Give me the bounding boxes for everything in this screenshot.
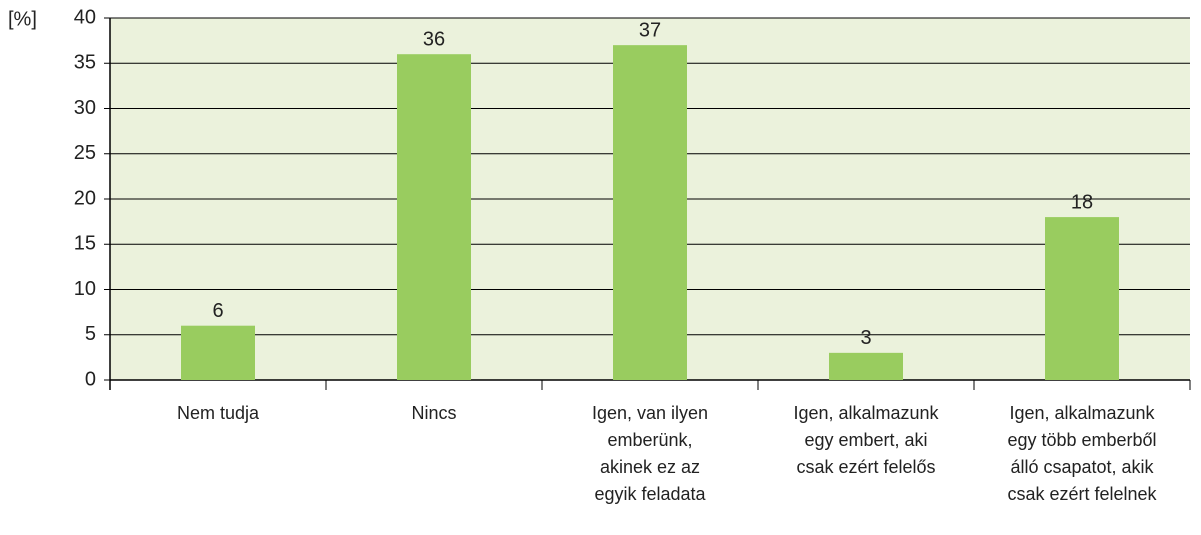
bar — [1045, 217, 1119, 380]
y-tick-label: 35 — [74, 52, 96, 74]
y-tick-label: 10 — [74, 278, 96, 300]
bar — [829, 352, 903, 380]
value-label: 37 — [639, 19, 661, 41]
y-tick-label: 25 — [74, 142, 96, 164]
x-tick-label: Igen, van ilyen emberünk, akinek ez az egyi… — [592, 403, 708, 504]
x-tick-label: Igen, alkalmazunk egy több emberből álló c… — [1007, 403, 1157, 504]
x-tick-label: Nincs — [411, 403, 456, 423]
y-tick-label: 5 — [85, 323, 96, 345]
y-tick-label: 40 — [74, 6, 96, 28]
x-tick-label: Nem tudja — [177, 403, 260, 423]
bar — [181, 325, 255, 380]
y-axis-label: [%] — [8, 8, 37, 30]
y-tick-label: 0 — [85, 368, 96, 390]
x-tick-label: Igen, alkalmazunk egy embert, aki csak ezé… — [793, 403, 939, 477]
bar — [613, 45, 687, 381]
bar — [397, 54, 471, 380]
value-label: 18 — [1071, 191, 1093, 213]
value-label: 3 — [860, 327, 871, 349]
y-tick-label: 15 — [74, 233, 96, 255]
value-label: 36 — [423, 28, 445, 50]
y-tick-label: 30 — [74, 97, 96, 119]
y-tick-label: 20 — [74, 187, 96, 209]
value-label: 6 — [212, 300, 223, 322]
